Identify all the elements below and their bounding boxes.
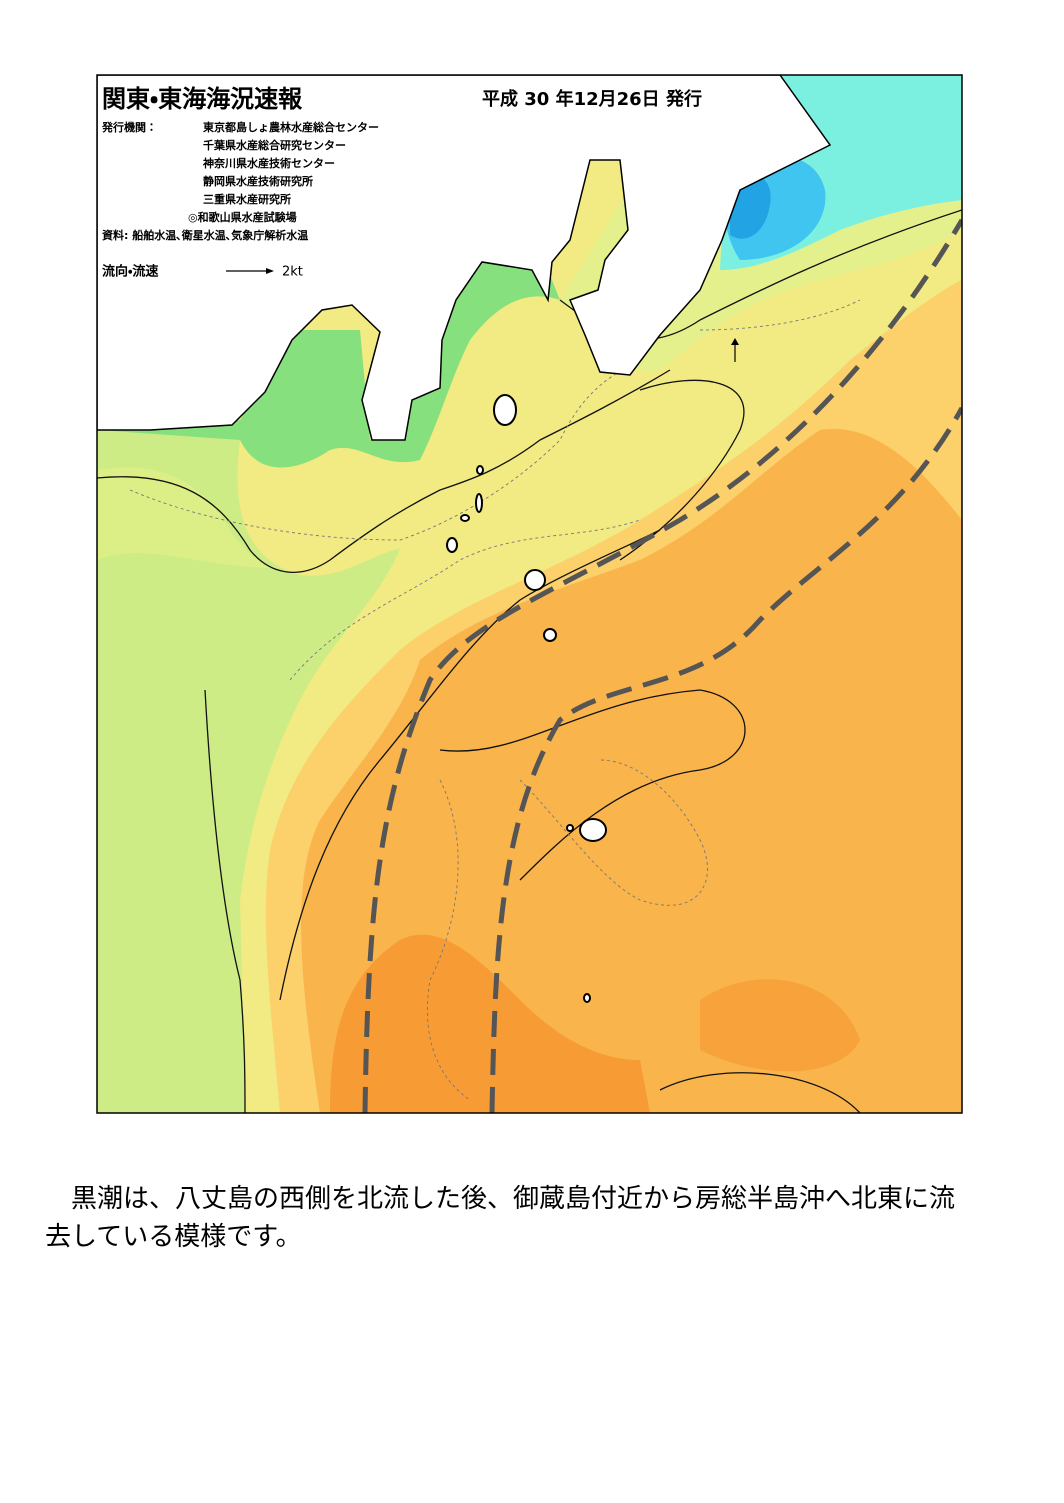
issuer: ◎和歌山県水産試験場 [188,210,297,224]
zone-18 [97,250,560,468]
current-arrowhead [731,338,739,345]
isotherms [97,209,962,1113]
zone-23b [700,979,860,1072]
map-frame [96,74,963,1114]
kuroshio-path [362,218,962,1113]
summary-text: 黒潮は、八丈島の西側を北流した後、御蔵島付近から房総半島沖へ北東に流去している模… [45,1184,956,1252]
title: 関東・東海海況速報 [102,85,303,113]
source: 資料: 船舶水温､衛星水温､気象庁解析水温 [102,228,308,242]
legend-arrowhead [266,268,274,274]
issuer: 千葉県水産総合研究センター [203,138,346,152]
issuer: 神奈川県水産技術センター [202,156,335,170]
issuer-label: 発行機関： [101,120,157,134]
issuer: 三重県水産研究所 [203,192,291,206]
islands [446,394,607,1003]
zone-23 [330,934,650,1113]
issuer: 静岡県水産技術研究所 [203,174,313,188]
issue-date: 平成 30 年12月26日 発行 [482,88,702,110]
legend-label: 流向・流速 [102,264,158,280]
land [97,75,832,441]
sea-temperature [97,75,962,1113]
zone-22 [301,428,962,1113]
legend-speed: 2kt [282,265,303,280]
zone-19 [97,430,400,1113]
issuer: 東京都島しょ農林水産総合センター [203,120,379,134]
depth-contours [129,299,861,1101]
zone-20 [97,467,290,569]
